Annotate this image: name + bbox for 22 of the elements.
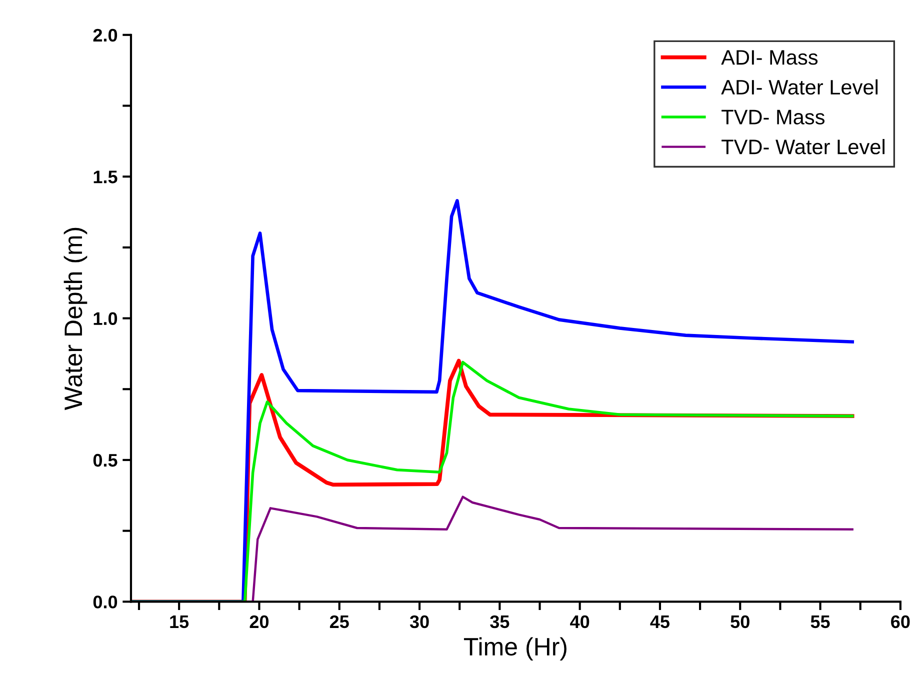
legend-label: ADI- Water Level [721, 79, 878, 95]
x-tick-label: 30 [410, 615, 429, 628]
x-tick-label: 45 [650, 616, 670, 628]
legend-label: ADI- Mass [721, 50, 818, 65]
y-tick-label: 0.5 [93, 454, 118, 467]
x-tick-label: 15 [170, 616, 189, 628]
y-tick-label: 2.0 [93, 28, 118, 42]
y-tick-label: 1.5 [94, 170, 118, 184]
y-tick-label: 0.0 [93, 596, 118, 608]
x-tick-label: 50 [730, 615, 750, 628]
x-tick-label: 55 [810, 616, 830, 628]
legend-label: TVD- Water Level [722, 138, 884, 154]
line-series [130, 199, 854, 602]
x-tick-label: 20 [250, 615, 269, 628]
y-axis-title: Water Depth (m) [64, 228, 88, 410]
x-tick-label: 25 [330, 615, 349, 628]
x-tick-label: 60 [891, 615, 910, 628]
x-tick-label: 35 [490, 615, 510, 628]
legend-label: TVD- Mass [722, 110, 824, 124]
x-axis-title: Time (Hr) [464, 637, 566, 661]
x-tick-label: 40 [570, 615, 590, 628]
y-tick-label: 1.0 [94, 312, 118, 326]
